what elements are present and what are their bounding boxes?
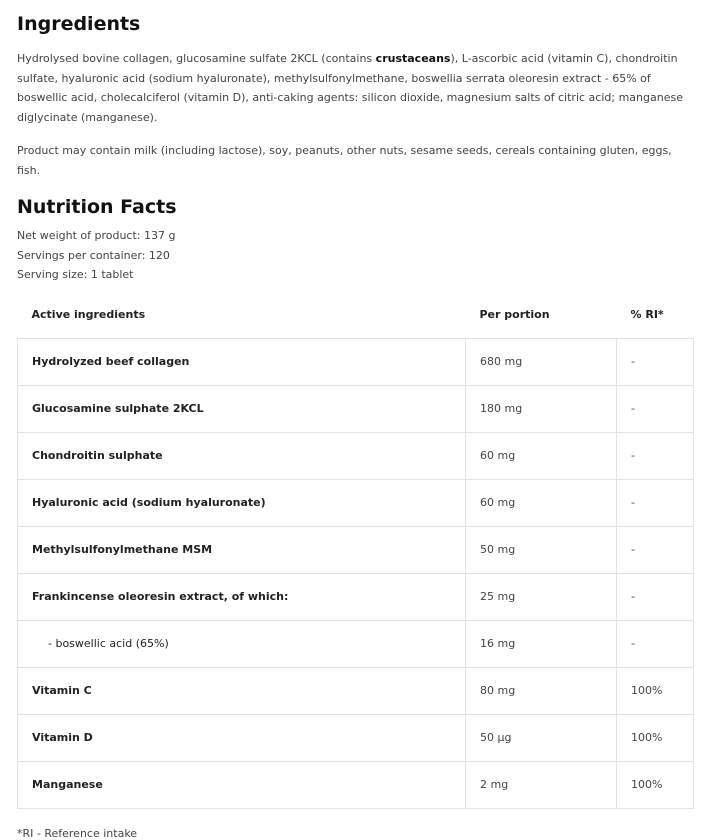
ingredient-name: Hyaluronic acid (sodium hyaluronate) (17, 478, 466, 527)
amount: 2 mg (465, 760, 617, 809)
ingredient-name: Frankincense oleoresin extract, of which… (17, 572, 466, 621)
table-row: Glucosamine sulphate 2KCL 180 mg - (17, 384, 694, 433)
ri-value: - (616, 337, 694, 386)
ingredients-text-part: ), L-ascorbic acid (vitamin C), chondroi… (17, 52, 683, 124)
table-row: Manganese 2 mg 100% (17, 760, 694, 809)
table-header: Active ingredients Per portion % RI* (18, 291, 694, 339)
table-row: Vitamin C 80 mg 100% (17, 666, 694, 715)
footnote: *RI - Reference intake (17, 826, 138, 840)
table-row: Frankincense oleoresin extract, of which… (17, 572, 694, 621)
table-row: Vitamin D 50 µg 100% (17, 713, 694, 762)
ri-value: 100% (616, 713, 694, 762)
ingredients-text-part: Hydrolysed bovine collagen, glucosamine … (17, 52, 376, 65)
ri-value: 100% (616, 666, 694, 715)
ri-value: - (616, 384, 694, 433)
net-weight: Net weight of product: 137 g (17, 229, 176, 242)
ingredients-text: Hydrolysed bovine collagen, glucosamine … (17, 49, 695, 127)
ingredient-name: Vitamin D (17, 713, 466, 762)
amount: 50 mg (465, 525, 617, 574)
ri-value: - (616, 525, 694, 574)
table-row: - boswellic acid (65%) 16 mg - (17, 619, 694, 668)
amount: 680 mg (465, 337, 617, 386)
allergen-highlight: crustaceans (375, 52, 451, 65)
ingredient-name: - boswellic acid (65%) (17, 619, 466, 668)
product-meta: Net weight of product: 137 g Servings pe… (17, 226, 695, 285)
ri-value: - (616, 478, 694, 527)
amount: 50 µg (465, 713, 617, 762)
ingredient-name: Chondroitin sulphate (17, 431, 466, 480)
ri-value: 100% (616, 760, 694, 809)
header-ri: % RI* (630, 307, 664, 321)
nutrition-table: Active ingredients Per portion % RI* Hyd… (17, 291, 694, 809)
ingredient-name: Hydrolyzed beef collagen (17, 337, 466, 386)
amount: 16 mg (465, 619, 617, 668)
table-row: Methylsulfonylmethane MSM 50 mg - (17, 525, 694, 574)
header-ingredient: Active ingredients (31, 307, 146, 321)
allergen-notice: Product may contain milk (including lact… (17, 144, 672, 177)
ingredients-heading: Ingredients (17, 13, 141, 35)
ri-value: - (616, 431, 694, 480)
ri-value: - (616, 619, 694, 668)
table-row: Chondroitin sulphate 60 mg - (17, 431, 694, 480)
table-row: Hydrolyzed beef collagen 680 mg - (17, 337, 694, 386)
ingredient-name: Manganese (17, 760, 466, 809)
amount: 60 mg (465, 431, 617, 480)
table-row: Hyaluronic acid (sodium hyaluronate) 60 m… (17, 478, 694, 527)
ingredient-name: Vitamin C (17, 666, 466, 715)
amount: 60 mg (465, 478, 617, 527)
amount: 180 mg (465, 384, 617, 433)
amount: 25 mg (465, 572, 617, 621)
serving-size: Serving size: 1 tablet (17, 268, 134, 281)
ingredient-name: Methylsulfonylmethane MSM (17, 525, 466, 574)
ingredient-name: Glucosamine sulphate 2KCL (17, 384, 466, 433)
ri-value: - (616, 572, 694, 621)
header-per-portion: Per portion (479, 307, 550, 321)
nutrition-heading: Nutrition Facts (17, 196, 177, 218)
amount: 80 mg (465, 666, 617, 715)
servings-per-container: Servings per container: 120 (17, 248, 170, 262)
